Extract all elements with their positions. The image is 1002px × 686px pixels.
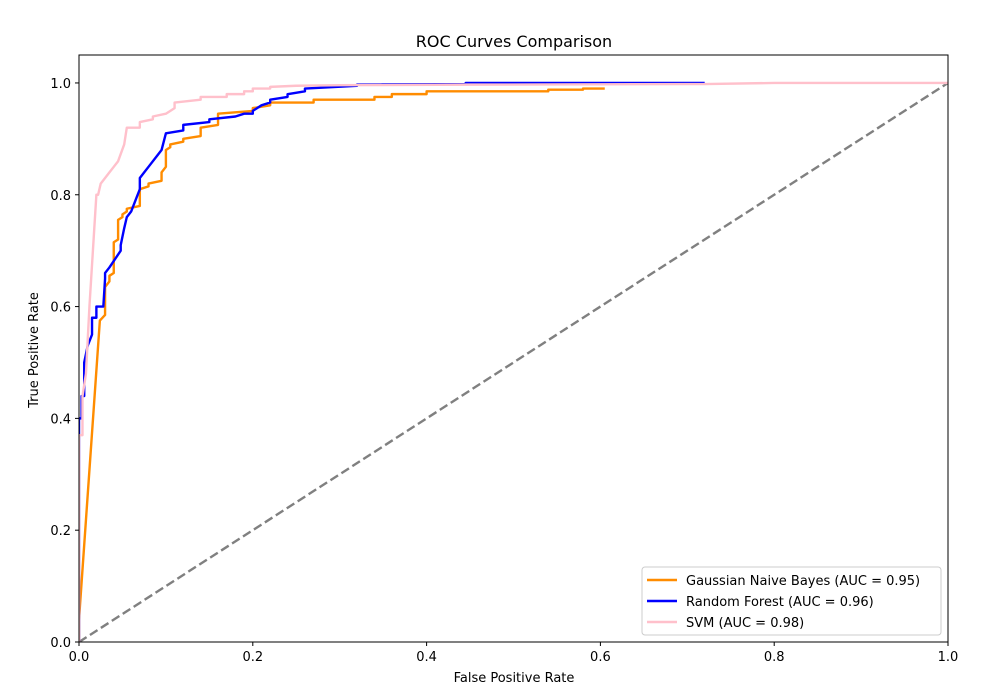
legend-box	[641, 566, 942, 636]
series-line-random-forest	[79, 81, 705, 642]
y-tick-label: 1.0	[50, 77, 71, 92]
y-axis-ticks: 0.0 0.2 0.4 0.6 0.8 1.0	[50, 77, 79, 651]
series-line-gaussian-naive-bayes	[79, 87, 605, 642]
legend-label-random-forest: Random Forest (AUC = 0.96)	[686, 595, 874, 610]
plot-lines	[79, 81, 948, 642]
x-tick-label: 0.4	[416, 650, 437, 665]
y-tick-label: 0.2	[50, 524, 71, 539]
y-tick-label: 0.6	[50, 301, 71, 316]
x-tick-label: 0.0	[69, 650, 90, 665]
legend-label-gaussian-naive-bayes: Gaussian Naive Bayes (AUC = 0.95)	[686, 574, 920, 589]
plot-frame	[78, 54, 949, 643]
x-axis-label: False Positive Rate	[454, 671, 575, 686]
legend-label-svm: SVM (AUC = 0.98)	[686, 616, 804, 631]
x-tick-label: 1.0	[938, 650, 959, 665]
series-line-svm	[79, 81, 948, 642]
y-tick-label: 0.0	[50, 636, 71, 651]
chart-title: ROC Curves Comparison	[416, 32, 612, 51]
chance-diagonal-line	[79, 81, 948, 642]
y-axis-label: True Positive Rate	[27, 292, 42, 409]
chart-legend: Gaussian Naive Bayes (AUC = 0.95) Random …	[641, 566, 942, 636]
x-tick-label: 0.2	[242, 650, 263, 665]
x-axis-ticks: 0.0 0.2 0.4 0.6 0.8 1.0	[69, 642, 959, 665]
x-tick-label: 0.8	[764, 650, 785, 665]
y-tick-label: 0.8	[50, 189, 71, 204]
x-tick-label: 0.6	[590, 650, 611, 665]
y-tick-label: 0.4	[50, 412, 71, 427]
